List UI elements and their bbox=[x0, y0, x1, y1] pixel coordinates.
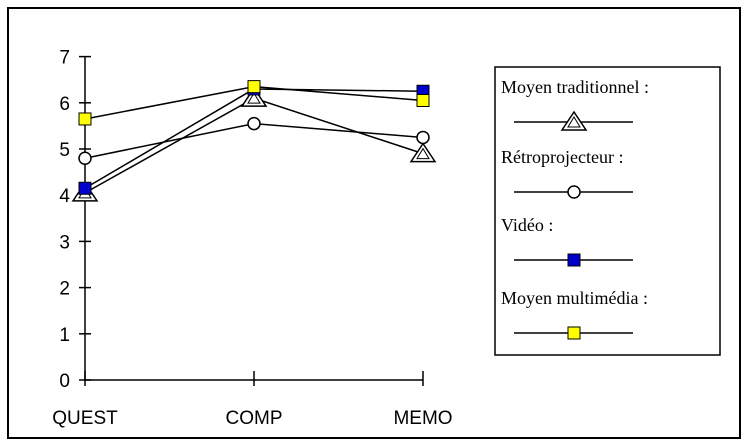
x-tick-label: MEMO bbox=[393, 408, 452, 429]
y-tick-label: 2 bbox=[59, 279, 70, 300]
axes: 0 1 2 3 4 5 6 7 QUEST COMP MEMO bbox=[52, 48, 452, 429]
legend-label: Moyen multimédia : bbox=[501, 288, 648, 308]
y-tick-label: 5 bbox=[59, 140, 70, 161]
data-point-s0-1 bbox=[240, 86, 268, 107]
legend-marker-inner bbox=[567, 116, 581, 128]
legend-marker bbox=[567, 326, 581, 340]
data-point-s2-0 bbox=[78, 181, 92, 195]
y-tick-label: 0 bbox=[59, 371, 70, 392]
legend-label: Moyen traditionnel : bbox=[501, 77, 649, 97]
legend-marker bbox=[560, 110, 588, 131]
data-point-s3-0 bbox=[78, 112, 92, 126]
legend-marker bbox=[567, 253, 581, 267]
x-tick-label: QUEST bbox=[52, 408, 118, 429]
legend: Moyen traditionnel : Rétroprojecteur : Vid… bbox=[494, 66, 721, 356]
data-point-s1-0 bbox=[78, 151, 92, 165]
legend-label: Vidéo : bbox=[501, 215, 553, 235]
data-point-s1-1 bbox=[247, 116, 261, 131]
y-tick-label: 6 bbox=[59, 94, 70, 115]
data-point-s0-2-inner bbox=[416, 147, 430, 160]
legend-label: Rétroprojecteur : bbox=[501, 147, 623, 167]
legend-marker bbox=[567, 185, 581, 199]
y-tick-label: 4 bbox=[59, 186, 70, 207]
data-point-s3-1 bbox=[247, 80, 261, 94]
data-point-s3-2 bbox=[416, 93, 430, 107]
series-markers bbox=[71, 80, 437, 202]
series-line-0 bbox=[84, 97, 424, 194]
y-tick-label: 3 bbox=[59, 232, 70, 253]
data-point-s0-2 bbox=[409, 142, 437, 163]
x-tick-label: COMP bbox=[226, 408, 283, 429]
data-point-s1-2 bbox=[416, 130, 430, 145]
data-point-s0-1-inner bbox=[247, 92, 261, 104]
y-tick-label: 7 bbox=[59, 48, 70, 69]
y-tick-label: 1 bbox=[59, 325, 70, 346]
legend-box bbox=[494, 66, 721, 356]
